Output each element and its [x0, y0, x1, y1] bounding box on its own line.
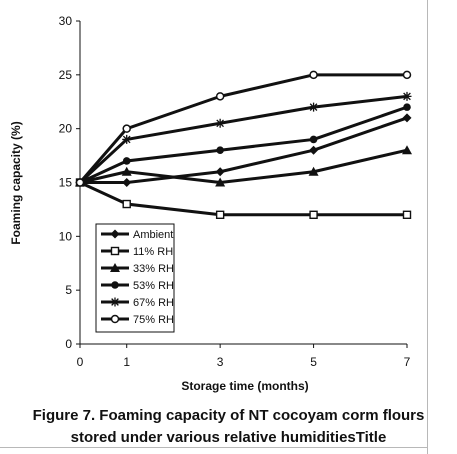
legend-entry: 75% RH	[101, 314, 174, 326]
data-point	[122, 199, 131, 209]
data-point	[402, 210, 412, 220]
y-tick-label: 5	[65, 283, 72, 297]
data-point	[215, 177, 226, 187]
data-point	[309, 210, 318, 220]
data-point	[122, 134, 132, 144]
data-point	[309, 135, 318, 144]
data-point	[216, 146, 224, 154]
legend-marker	[110, 297, 120, 307]
y-tick-label: 25	[59, 68, 73, 82]
legend-entry: 53% RH	[101, 280, 174, 292]
series-6	[75, 70, 412, 187]
x-axis-title: Storage time (months)	[181, 379, 308, 393]
data-point	[215, 210, 225, 220]
data-point	[215, 118, 225, 128]
y-tick-label: 15	[59, 176, 73, 190]
data-point	[122, 157, 131, 165]
data-point	[309, 102, 319, 112]
legend-entry: 67% RH	[101, 297, 174, 309]
data-point	[121, 166, 132, 176]
x-tick-label: 5	[310, 355, 317, 369]
legend-entry: Ambient	[101, 229, 173, 241]
x-tick-label: 7	[404, 355, 411, 369]
data-point	[403, 103, 411, 111]
y-axis-title: Foaming capacity (%)	[9, 121, 23, 244]
x-tick-label: 1	[123, 355, 130, 369]
frame-right-border	[427, 0, 428, 454]
data-point	[75, 178, 85, 187]
data-point	[215, 167, 225, 177]
legend-marker	[110, 229, 120, 239]
figure-caption-line-2: stored under various relative humidities…	[70, 429, 387, 446]
legend-box	[95, 223, 175, 333]
x-tick-label: 3	[217, 355, 224, 369]
legend-label: Ambient	[133, 229, 173, 241]
frame-bottom-border	[0, 447, 428, 448]
data-point	[402, 145, 412, 155]
chart-ticks: 0 5 10 15 20 25 30 0 1 3 5 7	[59, 14, 411, 369]
data-point	[402, 113, 412, 123]
legend-label: 33% RH	[133, 263, 174, 275]
legend-label: 53% RH	[133, 280, 174, 292]
legend-marker	[110, 314, 120, 324]
x-tick-label: 0	[77, 355, 84, 369]
data-point	[308, 166, 319, 176]
data-point	[402, 91, 412, 101]
data-point	[309, 145, 319, 155]
data-point	[215, 92, 225, 101]
legend-marker	[110, 263, 120, 272]
data-point	[122, 178, 132, 187]
series-line	[79, 181, 407, 217]
legend-marker	[110, 246, 120, 256]
legend-label: 67% RH	[133, 297, 174, 309]
chart-legend: Ambient 11% RH 33% RH 53% RH 67% RH 75% RH	[95, 223, 175, 333]
chart-series	[75, 70, 412, 220]
figure-caption-line-1: Figure 7. Foaming capacity of NT cocoyam…	[32, 407, 425, 424]
legend-marker	[111, 281, 119, 289]
series-2	[75, 178, 412, 220]
data-point	[122, 124, 131, 133]
y-tick-label: 0	[65, 337, 72, 351]
data-point	[309, 70, 318, 80]
legend-label: 11% RH	[133, 246, 173, 258]
legend-entry: 11% RH	[101, 246, 173, 258]
y-tick-label: 20	[59, 122, 73, 136]
data-point	[402, 70, 412, 80]
legend-entry: 33% RH	[101, 263, 174, 275]
y-tick-label: 10	[59, 229, 73, 243]
y-tick-label: 30	[59, 14, 73, 28]
legend-label: 75% RH	[133, 314, 174, 326]
